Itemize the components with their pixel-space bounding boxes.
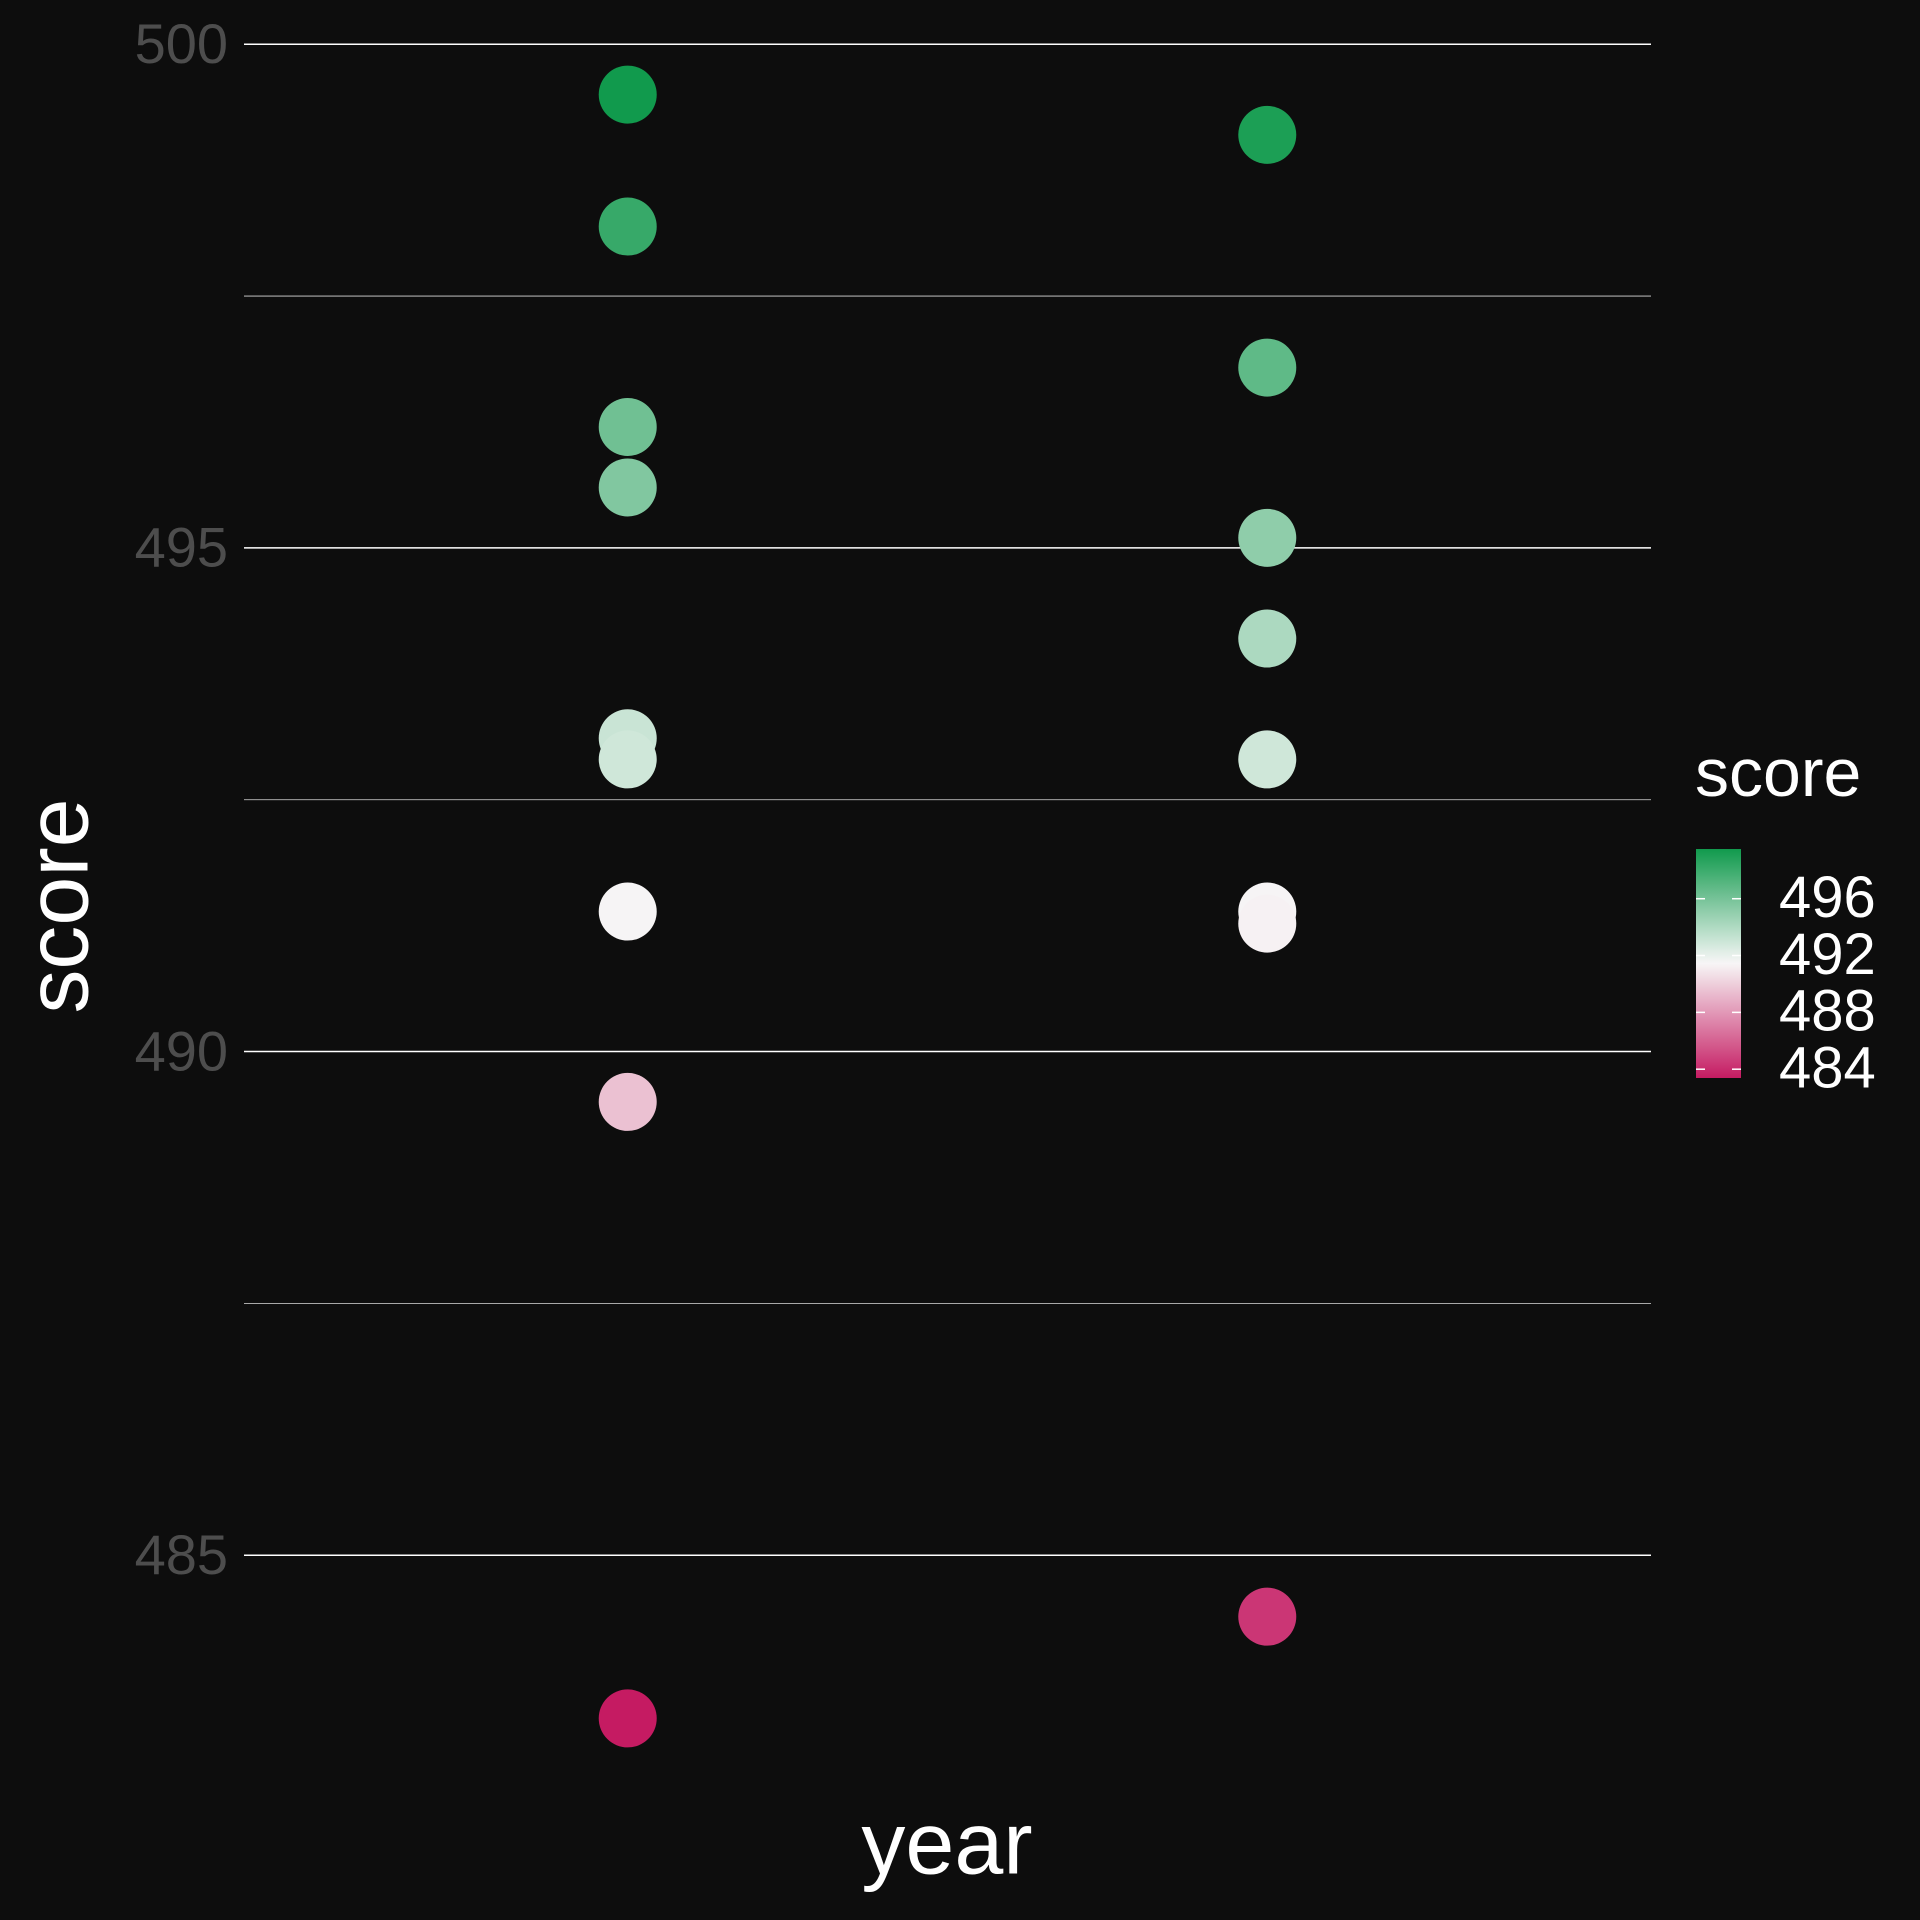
colorbar-label: 488 — [1779, 979, 1876, 1044]
colorbar-label: 492 — [1779, 922, 1876, 987]
point — [598, 458, 657, 517]
point — [598, 730, 657, 789]
point — [1238, 894, 1297, 953]
point — [1238, 1587, 1297, 1646]
y-axis-title: score — [7, 798, 106, 1013]
colorbar-label: 496 — [1779, 865, 1876, 930]
legend-title: score — [1695, 735, 1861, 811]
y-tick-label: 490 — [135, 1019, 228, 1082]
point — [598, 1689, 657, 1748]
colorbar-label: 484 — [1779, 1036, 1876, 1101]
point — [598, 65, 657, 124]
point — [1238, 338, 1297, 397]
x-axis-title: year — [861, 1793, 1032, 1892]
point — [598, 398, 657, 457]
y-tick-label: 495 — [135, 516, 228, 579]
point — [1238, 105, 1297, 164]
point — [598, 882, 657, 941]
point — [1238, 609, 1297, 668]
y-tick-label: 485 — [135, 1523, 228, 1586]
y-tick-label: 500 — [135, 12, 228, 75]
colorbar — [1696, 849, 1741, 1078]
point — [598, 1072, 657, 1131]
point — [598, 197, 657, 256]
point — [1238, 508, 1297, 567]
point — [1238, 730, 1297, 789]
